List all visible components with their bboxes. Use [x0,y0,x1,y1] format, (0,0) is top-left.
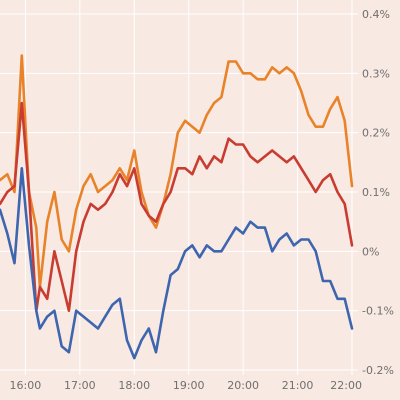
y-tick-label: 0.3% [362,67,390,80]
x-tick-label: 17:00 [64,379,96,392]
x-tick-label: 22:00 [330,379,362,392]
y-tick-label: -0.2% [362,364,394,377]
series-layer [0,54,354,360]
y-axis: 0.4% 0.3% 0.2% 0.1% 0% -0.1% -0.2% [362,8,394,377]
y-tick-label: -0.1% [362,305,394,318]
x-axis: 16:00 17:00 18:00 19:00 20:00 21:00 22:00 [10,379,362,392]
x-tick-label: 18:00 [118,379,150,392]
y-tick-label: 0.1% [362,186,390,199]
y-tick-label: 0.4% [362,8,390,21]
series-line-2 [0,101,354,313]
x-tick-label: 16:00 [10,379,42,392]
y-tick-label: 0% [362,245,379,258]
x-tick-label: 19:00 [173,379,205,392]
chart-grid [0,0,358,375]
series-line-3 [0,167,354,360]
x-tick-label: 21:00 [282,379,314,392]
y-tick-label: 0.2% [362,127,390,140]
x-tick-label: 20:00 [227,379,259,392]
series-line-1 [0,54,354,289]
